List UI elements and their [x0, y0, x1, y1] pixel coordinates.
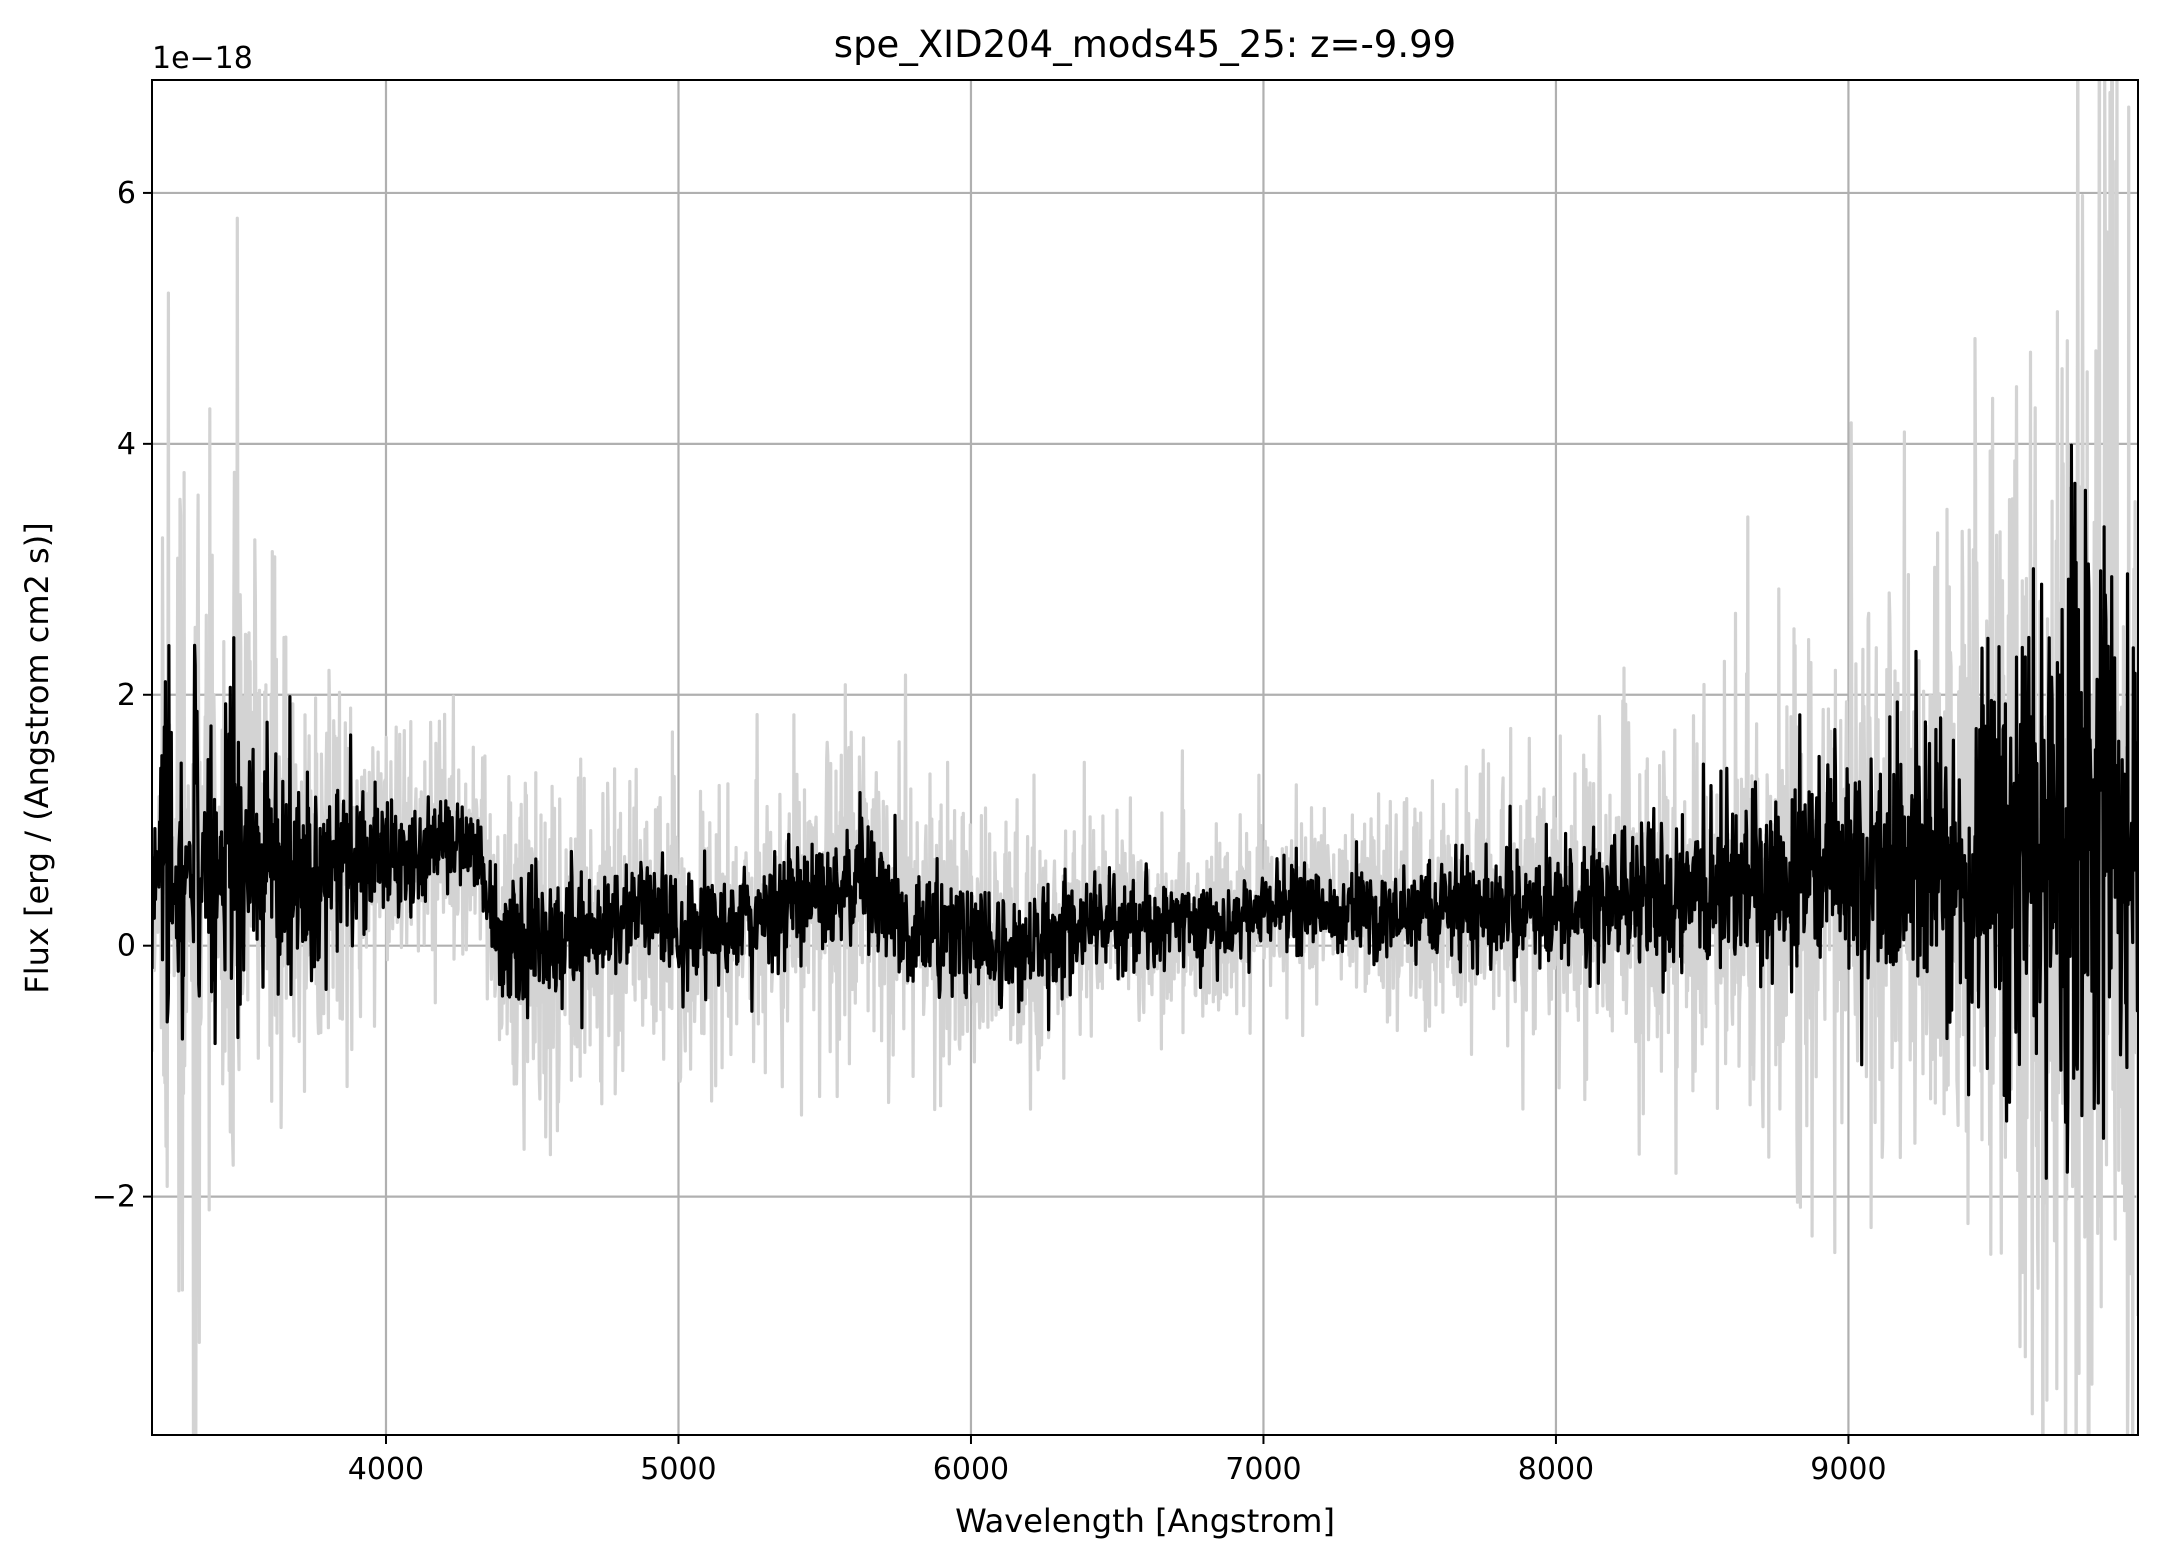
grid — [152, 80, 2138, 1435]
x-tick-label: 8000 — [1518, 1452, 1594, 1487]
y-tick-label: 4 — [117, 427, 136, 462]
x-tick-label: 5000 — [640, 1452, 716, 1487]
chart-title: spe_XID204_mods45_25: z=-9.99 — [834, 23, 1456, 66]
x-axis-label: Wavelength [Angstrom] — [955, 1502, 1335, 1540]
y-tick-label: 0 — [117, 929, 136, 964]
plot-frame — [151, 79, 2139, 1436]
y-tick-label: −2 — [92, 1180, 136, 1215]
x-tick-label: 4000 — [348, 1452, 424, 1487]
y-tick-label: 6 — [117, 176, 136, 211]
flux-spectrum-line — [152, 443, 2138, 1180]
x-tick-label: 9000 — [1810, 1452, 1886, 1487]
y-tick-label: 2 — [117, 678, 136, 713]
x-tick-label: 6000 — [933, 1452, 1009, 1487]
y-axis-label: Flux [erg / (Angstrom cm2 s)] — [18, 522, 56, 993]
series-layer — [152, 80, 2138, 1435]
ticks: 4000 5000 6000 7000 8000 9000 −2 0 2 4 6 — [92, 176, 1887, 1487]
x-tick-label: 7000 — [1225, 1452, 1301, 1487]
y-offset-label: 1e−18 — [152, 41, 253, 76]
